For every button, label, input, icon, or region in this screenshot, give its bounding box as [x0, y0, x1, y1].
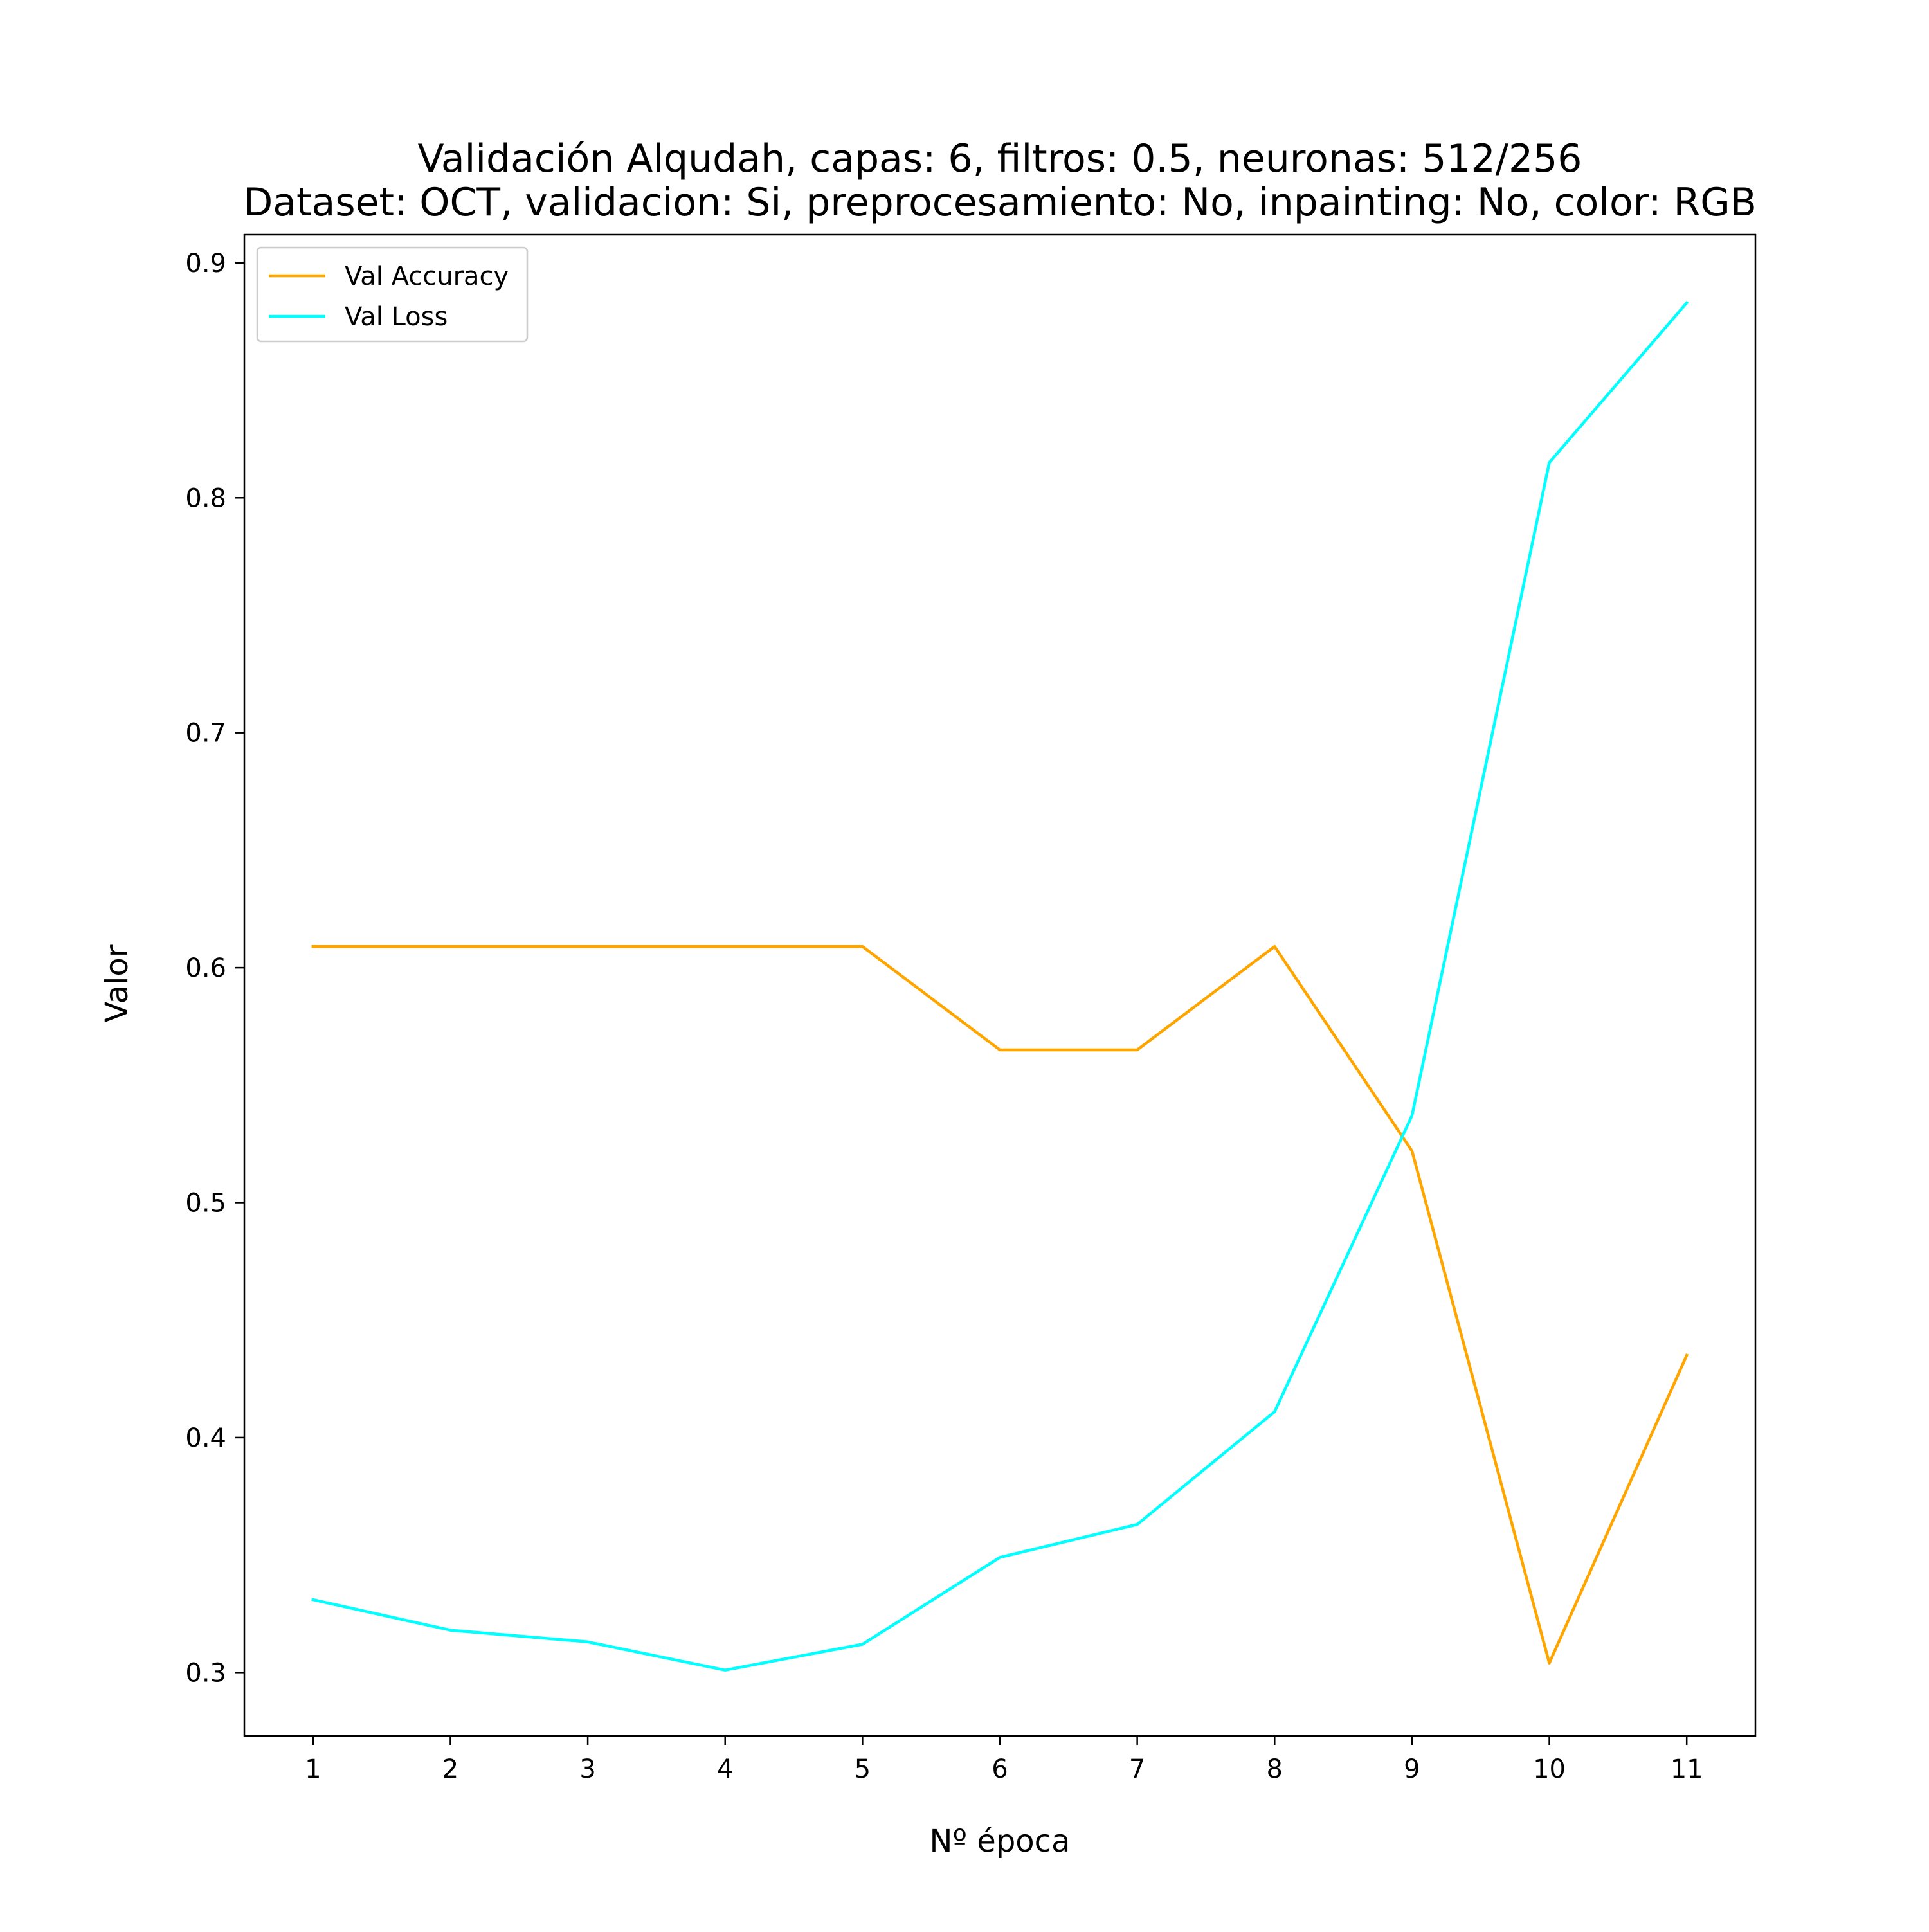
x-tick-label: 6 — [992, 1755, 1008, 1784]
legend-label: Val Loss — [345, 302, 448, 332]
x-tick-label: 11 — [1671, 1755, 1703, 1784]
x-tick-label: 10 — [1533, 1755, 1566, 1784]
x-tick-label: 4 — [717, 1755, 733, 1784]
chart-title-line-2: Dataset: OCT, validacion: Si, preprocesa… — [243, 180, 1757, 225]
plot-area: 1 2 3 4 5 6 7 8 9 10 11 0.3 0.4 0.5 0.6 0.7 0.8 0.9 Val Ac… — [185, 233, 1757, 1784]
y-tick-label: 0.3 — [185, 1658, 226, 1688]
y-tick-label: 0.8 — [185, 483, 226, 513]
x-tick-label: 5 — [855, 1755, 871, 1784]
y-tick-label: 0.7 — [185, 719, 226, 748]
plot-frame — [243, 233, 1757, 1737]
x-tick-label: 7 — [1129, 1755, 1145, 1784]
x-tick-label: 3 — [579, 1755, 595, 1784]
x-axis-label: Nº época — [930, 1823, 1071, 1859]
x-tick-label: 2 — [442, 1755, 458, 1784]
y-axis-label: Valor — [99, 944, 135, 1022]
legend-box — [256, 246, 529, 343]
y-tick-label: 0.5 — [185, 1189, 226, 1218]
chart-title-line-1: Validación Alqudah, capas: 6, filtros: 0… — [418, 136, 1582, 181]
y-tick-label: 0.4 — [185, 1423, 226, 1453]
y-tick-label: 0.6 — [185, 953, 226, 983]
legend-label: Val Accuracy — [345, 262, 509, 291]
series-line-val-loss — [311, 300, 1689, 1672]
x-tick-label: 9 — [1404, 1755, 1420, 1784]
series-line-val-accuracy — [311, 944, 1689, 1665]
x-tick-label: 8 — [1267, 1755, 1283, 1784]
x-tick-label: 1 — [305, 1755, 321, 1784]
y-tick-label: 0.9 — [185, 249, 226, 278]
